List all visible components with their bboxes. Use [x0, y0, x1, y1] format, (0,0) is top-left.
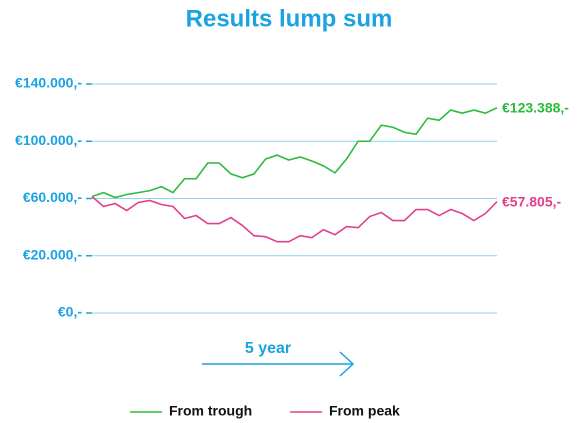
value-label: €123.388,-	[502, 99, 569, 115]
y-tick-label: €0,-	[58, 304, 82, 320]
legend-label: From peak	[329, 403, 400, 419]
legend-label: From trough	[169, 403, 252, 419]
annotation: 5 year	[245, 340, 291, 357]
y-tick-label: €140.000,-	[15, 75, 82, 91]
y-tick-label: €60.000,-	[23, 189, 82, 205]
arrow-head	[339, 351, 355, 377]
value-label: €57.805,-	[502, 193, 561, 209]
series-line	[91, 195, 498, 243]
y-tick-label: €20.000,-	[23, 246, 82, 262]
series-line	[91, 107, 498, 199]
chart-title: Results lump sum	[186, 5, 393, 32]
y-tick-label: €100.000,-	[15, 132, 82, 148]
